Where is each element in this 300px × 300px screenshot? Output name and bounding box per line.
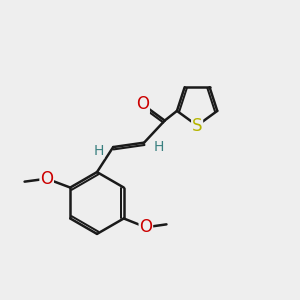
Text: O: O bbox=[140, 218, 152, 236]
Text: H: H bbox=[93, 145, 104, 158]
Text: O: O bbox=[40, 170, 53, 188]
Text: H: H bbox=[154, 140, 164, 154]
Text: O: O bbox=[136, 95, 149, 113]
Text: S: S bbox=[192, 117, 202, 135]
